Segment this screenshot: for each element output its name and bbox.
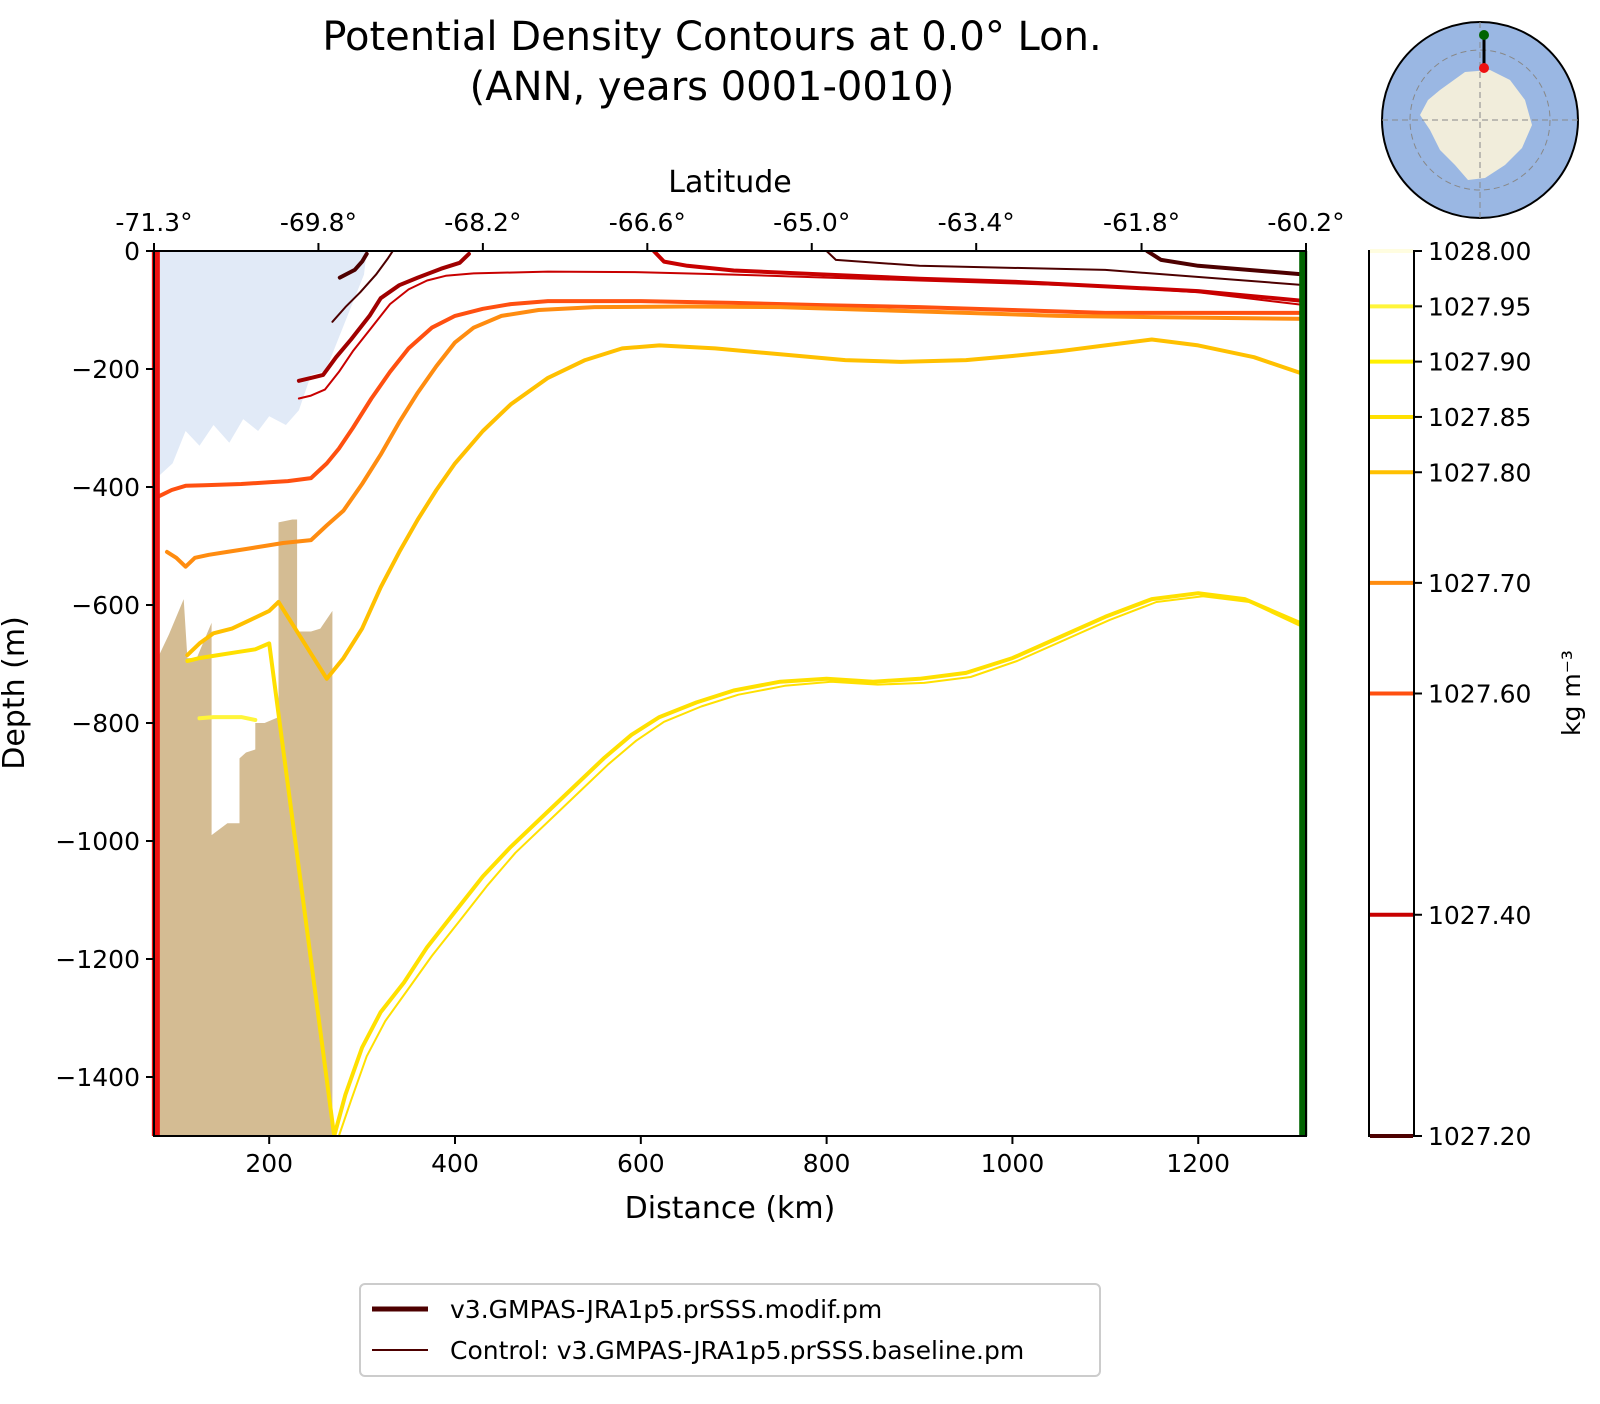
y-tick-label: −400 (71, 473, 140, 502)
top-tick-label: -71.3° (115, 208, 192, 237)
top-tick-label: -65.0° (773, 208, 850, 237)
top-tick-label: -60.2° (1267, 208, 1344, 237)
contour-line (651, 251, 1306, 304)
contour-line (337, 251, 369, 280)
contour-line (331, 251, 394, 323)
contour-line (337, 595, 1306, 1136)
x-tick-label: 1000 (981, 1149, 1045, 1178)
top-tick-label: -61.8° (1103, 208, 1180, 237)
x-tick-label: 200 (245, 1149, 293, 1178)
ice-shelf-area (157, 251, 367, 476)
contour-line (825, 251, 1306, 287)
colorbar-tick-label: 1027.70 (1428, 569, 1531, 598)
contour-line (296, 251, 471, 383)
top-tick-label: -68.2° (444, 208, 521, 237)
contour-line (165, 304, 1306, 569)
inset-polar-map (1381, 21, 1579, 219)
contour-line (197, 715, 258, 722)
colorbar-tick-label: 1027.20 (1428, 1122, 1531, 1151)
y-tick-label: −800 (71, 709, 140, 738)
contour-line (157, 299, 1306, 498)
x-tick-label: 400 (431, 1149, 479, 1178)
y-tick-label: −1400 (55, 1063, 140, 1092)
legend-label-control: Control: v3.GMPAS-JRA1p5.prSSS.baseline.… (450, 1336, 1024, 1365)
colorbar-tick-label: 1027.95 (1428, 292, 1531, 321)
top-tick-label: -63.4° (938, 208, 1015, 237)
inset-grid-ring (1409, 49, 1551, 191)
colorbar-tick-label: 1027.60 (1428, 680, 1531, 709)
bathymetry-area (157, 519, 333, 1136)
y-tick-label: −200 (71, 355, 140, 384)
legend: v3.GMPAS-JRA1p5.prSSS.modif.pm Control: … (359, 1283, 1101, 1377)
bottom-x-axis: 200 400 600 800 1000 1200 (245, 1136, 1230, 1178)
top-x-axis-label: Latitude (668, 165, 791, 200)
plot-content (157, 251, 1306, 1136)
inset-antarctica (1420, 70, 1532, 180)
boundary-layer (151, 251, 1308, 1136)
inset-end-point (1479, 30, 1489, 40)
x-tick-label: 600 (617, 1149, 665, 1178)
legend-label-modif: v3.GMPAS-JRA1p5.prSSS.modif.pm (450, 1295, 882, 1324)
y-tick-label: −1000 (55, 827, 140, 856)
chart-title-line1: Potential Density Contours at 0.0° Lon. (322, 14, 1101, 60)
colorbar-tick-label: 1027.85 (1428, 403, 1531, 432)
inset-start-point (1479, 63, 1489, 73)
legend-box (359, 1283, 1101, 1377)
y-axis-label: Depth (m) (0, 616, 32, 770)
colorbar-ticks: 1028.00 1027.95 1027.90 1027.85 1027.80 1027.… (1370, 237, 1531, 1151)
x-tick-label: 1200 (1166, 1149, 1230, 1178)
y-axis: 0 −200 −400 −600 −800 −1000 −1200 −1400 (55, 237, 154, 1092)
colorbar-tick-label: 1027.80 (1428, 458, 1531, 487)
y-tick-label: 0 (124, 237, 140, 266)
colorbar-label: kg m⁻³ (1557, 650, 1586, 736)
top-tick-label: -66.6° (609, 208, 686, 237)
colorbar-tick-label: 1028.00 (1428, 237, 1531, 266)
colorbar-tick-label: 1027.40 (1428, 901, 1531, 930)
y-tick-label: −600 (71, 591, 140, 620)
plot-frame (153, 250, 1307, 1137)
contour-layer (157, 251, 1306, 1136)
chart-title-line2: (ANN, years 0001-0010) (470, 64, 955, 110)
contour-line (185, 337, 1306, 681)
contour-line (1145, 251, 1306, 277)
top-x-axis: -71.3° -69.8° -68.2° -66.6° -65.0° -63.4° -61.… (115, 208, 1345, 251)
y-tick-label: −1200 (55, 945, 140, 974)
top-tick-label: -69.8° (280, 208, 357, 237)
x-tick-label: 800 (803, 1149, 851, 1178)
x-axis-label: Distance (km) (625, 1191, 836, 1226)
contour-line (185, 591, 1306, 1136)
colorbar-tick-label: 1027.90 (1428, 348, 1531, 377)
